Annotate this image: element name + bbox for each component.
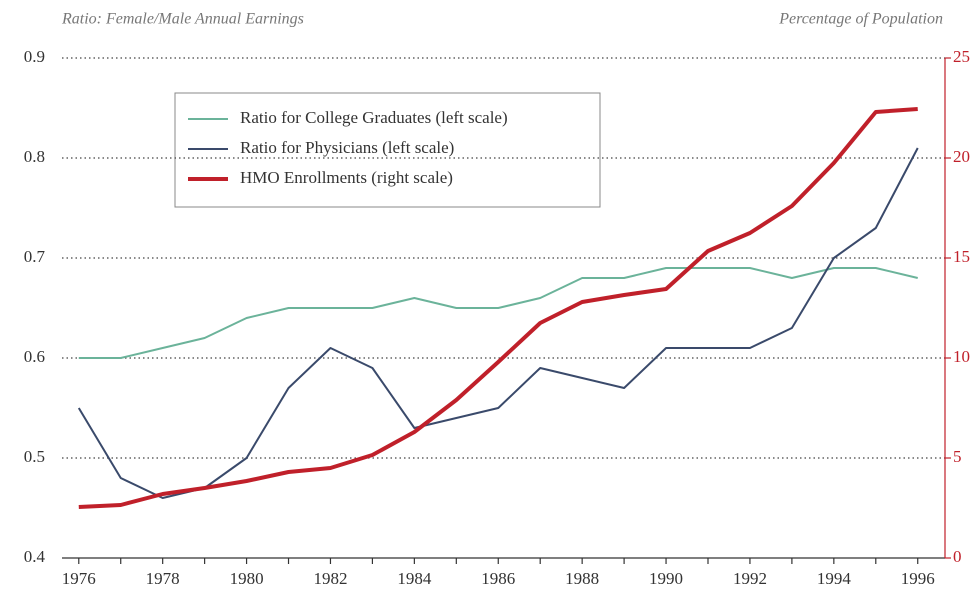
x-tick-label: 1976 — [62, 569, 96, 588]
x-tick-label: 1992 — [733, 569, 767, 588]
y-tick-label: 0.4 — [24, 547, 46, 566]
legend-label: HMO Enrollments (right scale) — [240, 168, 453, 187]
x-tick-label: 1990 — [649, 569, 683, 588]
x-tick-label: 1980 — [230, 569, 264, 588]
y2-tick-label: 20 — [953, 147, 970, 166]
y2-axis-title: Percentage of Population — [778, 11, 943, 28]
y2-tick-label: 10 — [953, 347, 970, 366]
x-tick-label: 1986 — [481, 569, 515, 588]
y-tick-label: 0.8 — [24, 147, 45, 166]
y2-tick-label: 0 — [953, 547, 962, 566]
y-axis-title: Ratio: Female/Male Annual Earnings — [61, 11, 304, 28]
y2-tick-label: 15 — [953, 247, 970, 266]
x-tick-label: 1988 — [565, 569, 599, 588]
x-tick-label: 1978 — [146, 569, 180, 588]
x-tick-label: 1984 — [397, 569, 432, 588]
legend-box — [174, 92, 601, 208]
y-tick-label: 0.9 — [24, 47, 45, 66]
y-tick-label: 0.7 — [24, 247, 46, 266]
x-tick-label: 1994 — [817, 569, 852, 588]
series-line — [78, 107, 918, 509]
y-tick-label: 0.6 — [24, 347, 45, 366]
y-tick-label: 0.5 — [24, 447, 45, 466]
x-tick-label: 1982 — [313, 569, 347, 588]
series-line — [78, 267, 918, 359]
series-line — [77, 147, 919, 499]
y2-tick-label: 5 — [953, 447, 962, 466]
legend-label: Ratio for Physicians (left scale) — [240, 138, 454, 157]
x-tick-label: 1996 — [901, 569, 935, 588]
legend-label: Ratio for College Graduates (left scale) — [240, 108, 508, 127]
y2-tick-label: 25 — [953, 47, 970, 66]
